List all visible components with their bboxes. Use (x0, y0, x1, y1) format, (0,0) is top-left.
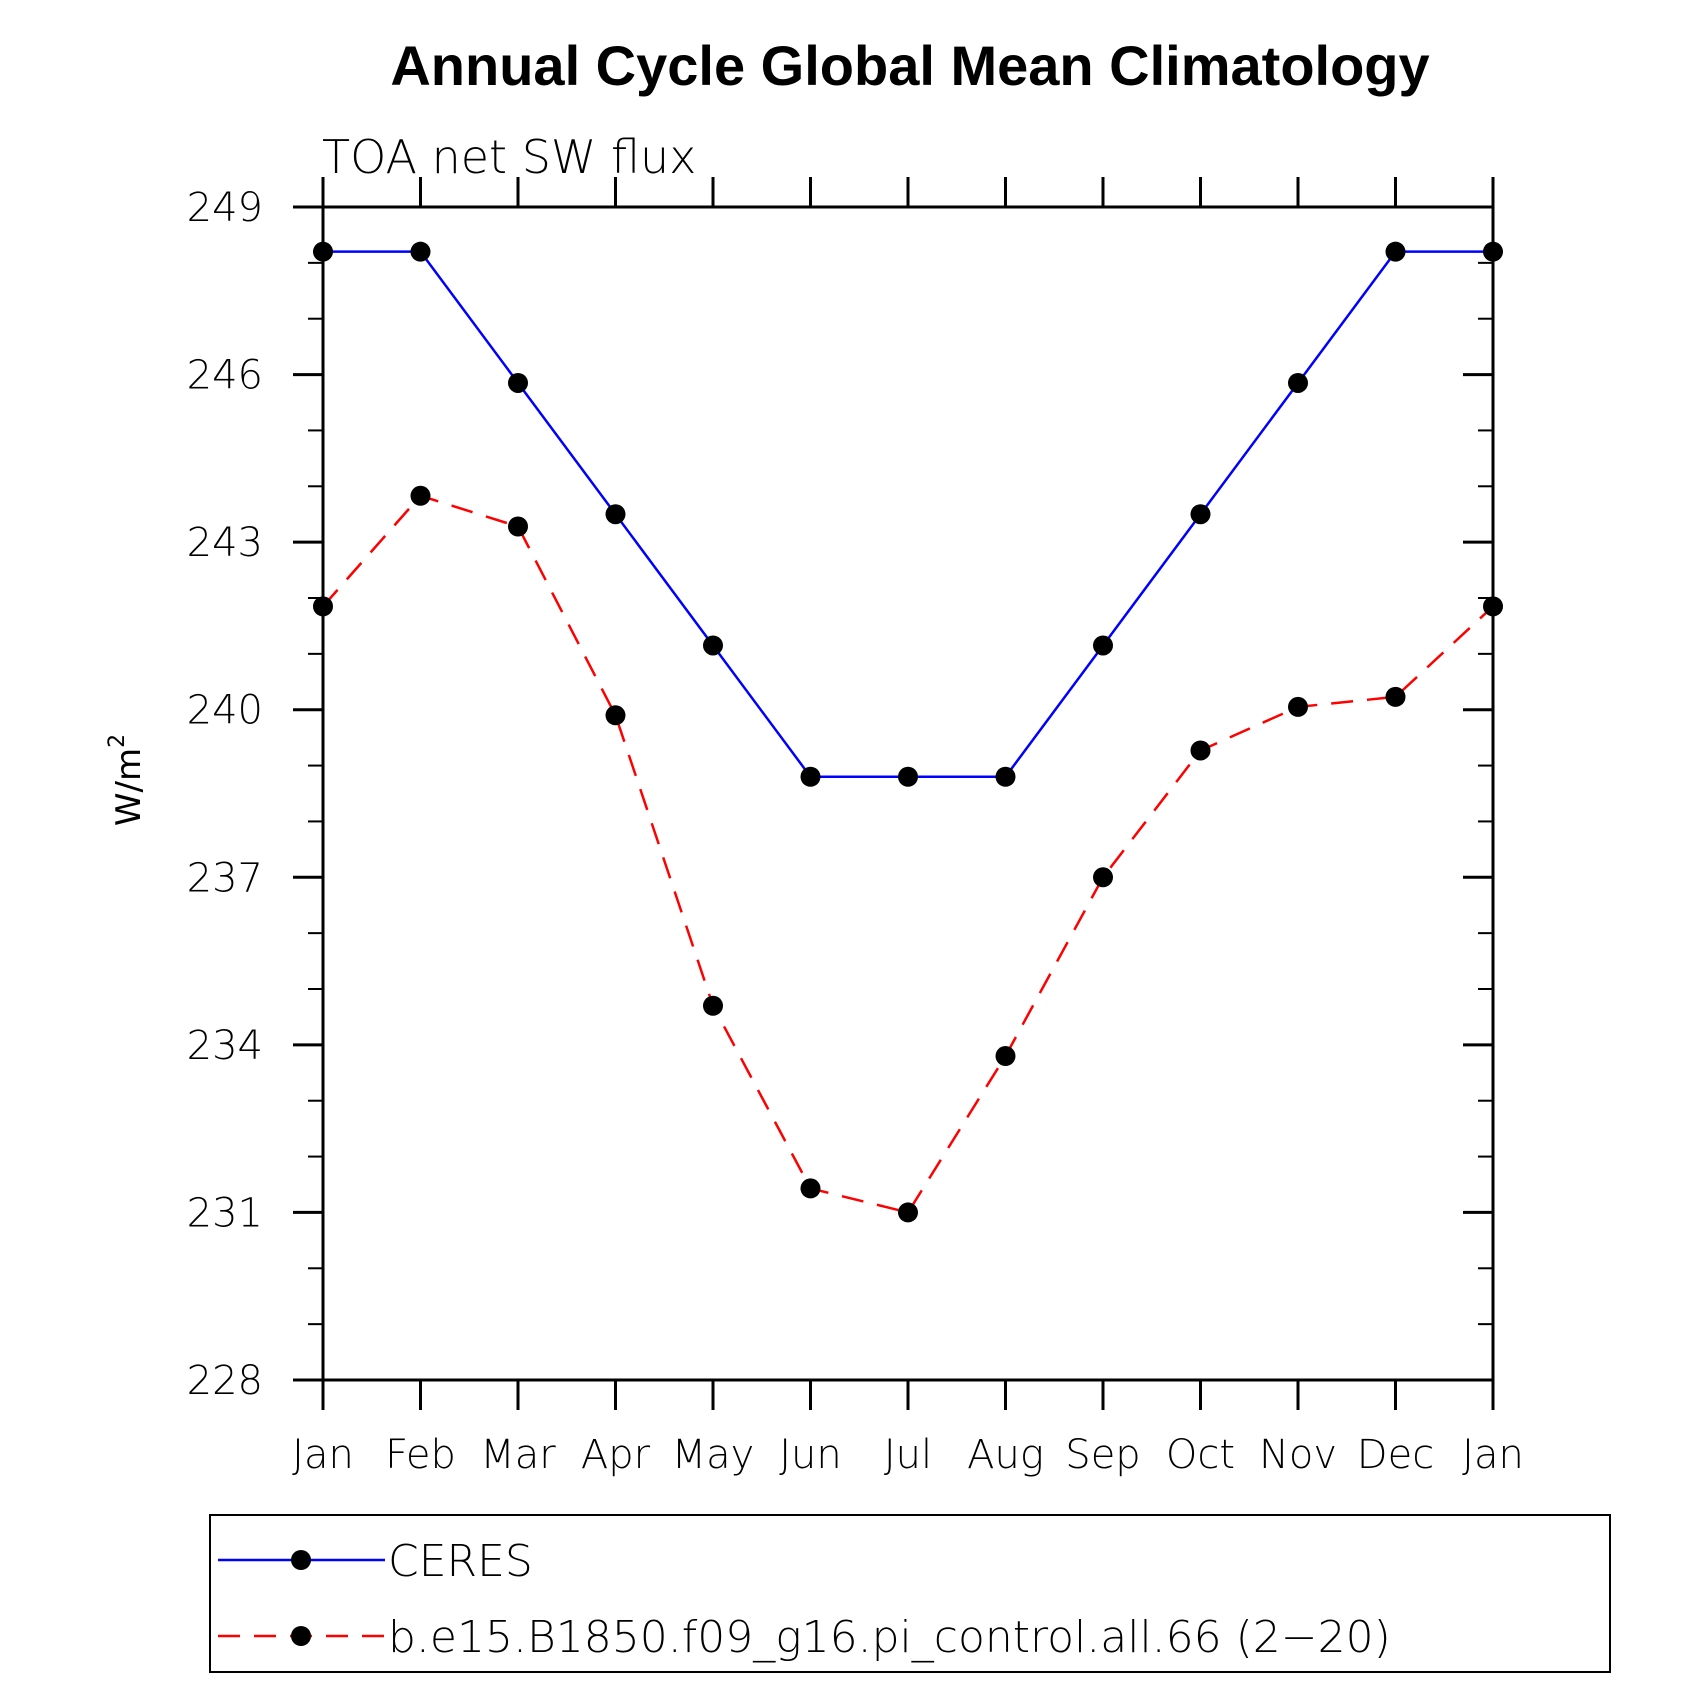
chart-title: Annual Cycle Global Mean Climatology (390, 34, 1429, 97)
series-0-point (703, 635, 723, 656)
legend-marker-1 (291, 1626, 311, 1646)
y-tick-label: 246 (187, 353, 263, 399)
legend-box (209, 1514, 1611, 1673)
series-0-point (1093, 635, 1113, 656)
x-tick-label: Nov (1259, 1432, 1337, 1478)
y-axis-label-text: W/m (109, 748, 149, 826)
series-0-point (1190, 504, 1211, 525)
series-0-point (1385, 241, 1406, 262)
x-tick-label: Aug (967, 1432, 1044, 1478)
series-0-point (1483, 241, 1503, 262)
series-0-point (800, 766, 821, 787)
series-1-point (313, 596, 333, 617)
x-tick-label: May (672, 1432, 755, 1478)
x-tick-label: Jan (1462, 1432, 1524, 1478)
y-tick-label: 234 (187, 1023, 263, 1069)
axis-ticks (293, 177, 1495, 1410)
series-0-point (410, 241, 431, 262)
y-tick-label: 249 (187, 185, 263, 231)
series-1-point (410, 485, 431, 506)
series-1-point (1190, 740, 1211, 761)
series-0-point (995, 766, 1016, 787)
series-1-point (800, 1178, 821, 1199)
svg-text:W/m2: W/m2 (105, 734, 149, 826)
series-0-point (1288, 372, 1308, 393)
y-axis-label-superscript: 2 (105, 734, 130, 748)
x-tick-label: Jun (779, 1432, 842, 1478)
series-1-point (1288, 696, 1308, 717)
series-1-point (605, 705, 626, 726)
series-0-point (898, 766, 918, 787)
chart-subtitle: TOA net SW flux (322, 130, 696, 184)
series-0-point (313, 241, 333, 262)
series-1-point (508, 516, 528, 537)
series-1-point (898, 1202, 918, 1223)
x-tick-label: Jan (292, 1432, 354, 1478)
x-tick-label: Mar (480, 1432, 556, 1478)
legend-marker-0 (291, 1550, 311, 1570)
x-tick-label: Feb (385, 1432, 456, 1478)
series-line-1 (322, 494, 1494, 1214)
y-tick-label: 228 (187, 1358, 263, 1404)
series-1-point (995, 1046, 1016, 1067)
x-tick-label: Oct (1166, 1432, 1235, 1478)
y-tick-labels: 228 231 234 237 240 243 246 249 (187, 185, 263, 1404)
x-tick-labels: Jan Feb Mar Apr May Jun Jul Aug Sep Oct Nov Dec Jan (292, 1432, 1524, 1478)
y-axis-label: W/m2 (105, 734, 149, 826)
series-0-point (605, 504, 626, 525)
data-series (313, 241, 1503, 1223)
series-1-point (1385, 686, 1406, 707)
y-tick-label: 231 (187, 1190, 263, 1236)
x-tick-label: Dec (1357, 1432, 1434, 1478)
series-1-point (703, 995, 723, 1016)
legend: CERES b.e15.B1850.f09_g16.pi_control.all.… (218, 1536, 1391, 1663)
y-tick-label: 243 (187, 520, 263, 566)
y-tick-label: 237 (187, 855, 263, 901)
y-tick-label: 240 (187, 688, 263, 734)
x-tick-label: Jul (884, 1432, 932, 1478)
series-line-0 (323, 250, 1493, 778)
x-tick-label: Apr (581, 1432, 651, 1478)
x-tick-label: Sep (1065, 1432, 1140, 1478)
legend-label-1: b.e15.B1850.f09_g16.pi_control.all.66 (2… (388, 1612, 1391, 1663)
legend-label-0: CERES (388, 1536, 533, 1587)
series-1-point (1093, 867, 1113, 888)
series-1-point (1483, 596, 1503, 617)
series-0-point (508, 372, 528, 393)
